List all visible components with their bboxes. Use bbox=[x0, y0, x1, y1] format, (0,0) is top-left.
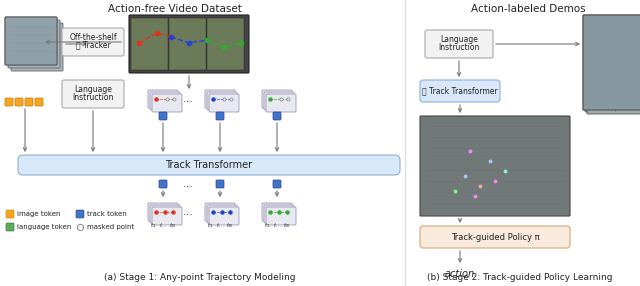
Text: Track-guided Policy π: Track-guided Policy π bbox=[451, 233, 540, 241]
FancyBboxPatch shape bbox=[76, 210, 84, 218]
FancyBboxPatch shape bbox=[62, 28, 124, 56]
FancyBboxPatch shape bbox=[216, 180, 224, 188]
FancyBboxPatch shape bbox=[35, 98, 43, 106]
FancyBboxPatch shape bbox=[6, 223, 14, 231]
FancyBboxPatch shape bbox=[205, 203, 235, 221]
FancyBboxPatch shape bbox=[262, 203, 292, 221]
FancyBboxPatch shape bbox=[15, 98, 23, 106]
FancyBboxPatch shape bbox=[152, 207, 182, 225]
Text: ...: ... bbox=[182, 207, 193, 217]
FancyBboxPatch shape bbox=[420, 226, 570, 248]
FancyBboxPatch shape bbox=[205, 90, 235, 108]
FancyBboxPatch shape bbox=[209, 207, 239, 225]
FancyBboxPatch shape bbox=[8, 20, 60, 68]
FancyBboxPatch shape bbox=[420, 80, 500, 102]
FancyBboxPatch shape bbox=[148, 203, 178, 221]
FancyBboxPatch shape bbox=[264, 92, 294, 110]
Text: Track Transformer: Track Transformer bbox=[165, 160, 253, 170]
Text: $t_{...}$: $t_{...}$ bbox=[159, 222, 168, 231]
FancyBboxPatch shape bbox=[587, 19, 640, 114]
FancyBboxPatch shape bbox=[5, 98, 13, 106]
Text: Instruction: Instruction bbox=[438, 43, 480, 53]
Text: $t_N$: $t_N$ bbox=[169, 222, 176, 231]
FancyBboxPatch shape bbox=[159, 112, 167, 120]
Text: ⚿ Track Transformer: ⚿ Track Transformer bbox=[422, 86, 498, 96]
FancyBboxPatch shape bbox=[262, 90, 292, 108]
FancyBboxPatch shape bbox=[62, 80, 124, 108]
FancyBboxPatch shape bbox=[11, 23, 63, 71]
FancyBboxPatch shape bbox=[169, 18, 206, 70]
FancyBboxPatch shape bbox=[159, 180, 167, 188]
Text: ...: ... bbox=[182, 179, 193, 189]
Text: $t_1$: $t_1$ bbox=[207, 222, 213, 231]
FancyBboxPatch shape bbox=[420, 116, 570, 216]
FancyBboxPatch shape bbox=[583, 15, 640, 110]
Text: $t_1$: $t_1$ bbox=[150, 222, 156, 231]
Text: $t_{...}$: $t_{...}$ bbox=[273, 222, 282, 231]
FancyBboxPatch shape bbox=[207, 92, 237, 110]
FancyBboxPatch shape bbox=[150, 205, 180, 223]
FancyBboxPatch shape bbox=[5, 17, 57, 65]
Text: Language: Language bbox=[440, 35, 478, 43]
FancyBboxPatch shape bbox=[152, 94, 182, 112]
FancyBboxPatch shape bbox=[266, 94, 296, 112]
Text: Language: Language bbox=[74, 84, 112, 94]
Text: Action-free Video Dataset: Action-free Video Dataset bbox=[108, 4, 242, 14]
Text: $t_N$: $t_N$ bbox=[226, 222, 233, 231]
FancyBboxPatch shape bbox=[148, 90, 178, 108]
FancyBboxPatch shape bbox=[131, 18, 168, 70]
Text: (b) Stage 2: Track-guided Policy Learning: (b) Stage 2: Track-guided Policy Learnin… bbox=[428, 273, 612, 283]
FancyBboxPatch shape bbox=[6, 210, 14, 218]
FancyBboxPatch shape bbox=[425, 30, 493, 58]
FancyBboxPatch shape bbox=[264, 205, 294, 223]
Text: $t_{...}$: $t_{...}$ bbox=[216, 222, 225, 231]
Text: track token: track token bbox=[87, 211, 127, 217]
Text: $t_1$: $t_1$ bbox=[264, 222, 270, 231]
Text: image token: image token bbox=[17, 211, 61, 217]
FancyBboxPatch shape bbox=[18, 155, 400, 175]
Text: $t_N$: $t_N$ bbox=[283, 222, 290, 231]
Text: ⚿ Tracker: ⚿ Tracker bbox=[76, 41, 110, 49]
FancyBboxPatch shape bbox=[273, 112, 281, 120]
FancyBboxPatch shape bbox=[585, 17, 640, 112]
FancyBboxPatch shape bbox=[266, 207, 296, 225]
Text: Action-labeled Demos: Action-labeled Demos bbox=[470, 4, 586, 14]
FancyBboxPatch shape bbox=[583, 15, 640, 110]
FancyBboxPatch shape bbox=[207, 205, 237, 223]
Text: ...: ... bbox=[182, 94, 193, 104]
Text: language token: language token bbox=[17, 224, 72, 230]
Text: action: action bbox=[445, 269, 475, 279]
Text: (a) Stage 1: Any-point Trajectory Modeling: (a) Stage 1: Any-point Trajectory Modeli… bbox=[104, 273, 296, 283]
Text: Off-the-shelf: Off-the-shelf bbox=[69, 33, 117, 41]
FancyBboxPatch shape bbox=[5, 17, 57, 65]
FancyBboxPatch shape bbox=[150, 92, 180, 110]
FancyBboxPatch shape bbox=[129, 15, 249, 73]
Text: Instruction: Instruction bbox=[72, 94, 114, 102]
FancyBboxPatch shape bbox=[207, 18, 244, 70]
FancyBboxPatch shape bbox=[25, 98, 33, 106]
FancyBboxPatch shape bbox=[209, 94, 239, 112]
FancyBboxPatch shape bbox=[216, 112, 224, 120]
Text: masked point: masked point bbox=[87, 224, 134, 230]
FancyBboxPatch shape bbox=[273, 180, 281, 188]
